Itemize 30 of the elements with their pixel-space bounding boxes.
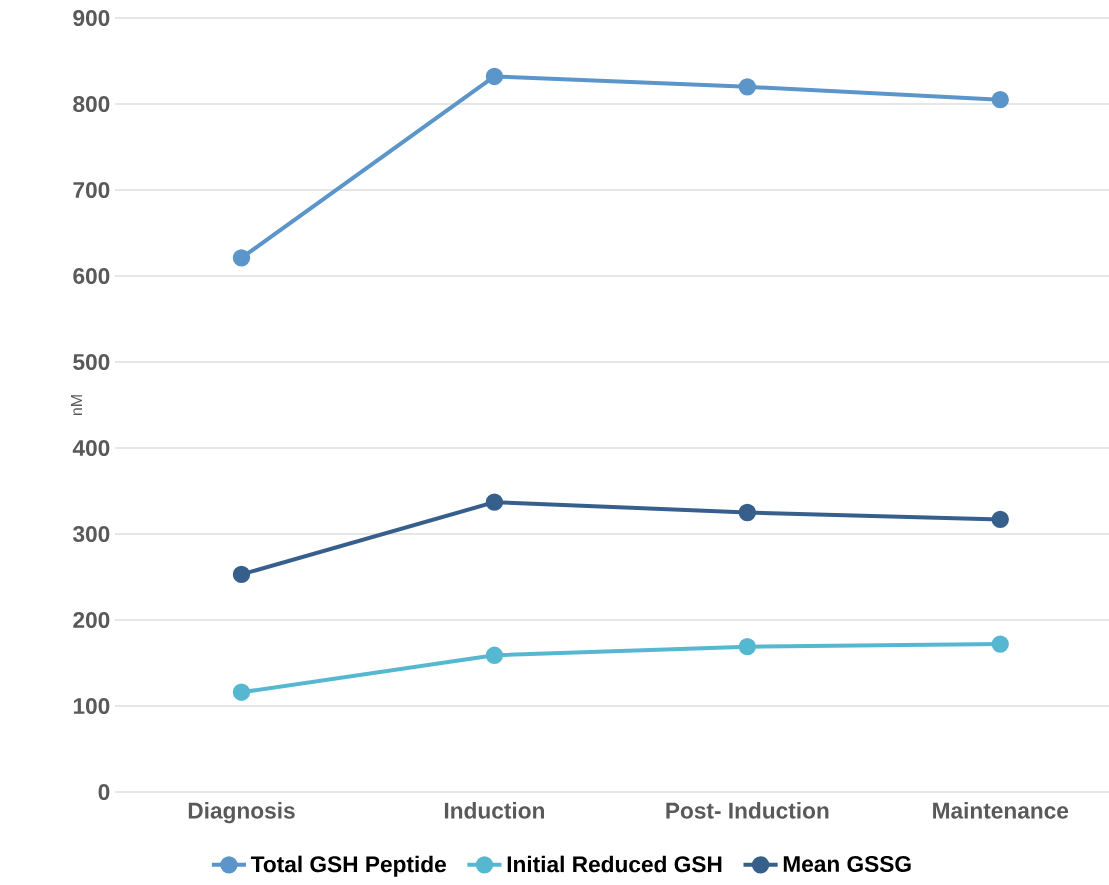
y-tick-label: 300 <box>73 525 110 543</box>
y-tick-label: 900 <box>73 9 110 27</box>
x-tick-label: Induction <box>444 802 544 819</box>
y-tick-label: 100 <box>73 697 110 715</box>
point <box>738 638 756 656</box>
x-tick-label: Post- Induction <box>666 802 829 819</box>
point <box>991 510 1009 529</box>
y-tick-label: 700 <box>73 181 110 199</box>
y-tick-label: 800 <box>73 95 110 113</box>
point <box>232 565 251 584</box>
x-tick-label: Maintenance <box>933 802 1069 819</box>
y-tick-label: 600 <box>73 267 110 285</box>
x-tick-label: Diagnosis <box>188 802 295 824</box>
y-tick-label: 500 <box>73 353 110 371</box>
point <box>485 67 504 86</box>
y-tick-label: 200 <box>73 611 110 629</box>
legend-label: Total GSH Peptide <box>250 855 446 877</box>
point <box>485 646 504 664</box>
legend-label: Mean GSSG <box>783 855 911 872</box>
point <box>991 635 1009 653</box>
y-tick-label: 0 <box>98 783 110 801</box>
point <box>991 91 1009 109</box>
y-axis-title: nM <box>70 395 82 416</box>
legend-label: Initial Reduced GSH <box>507 855 722 873</box>
point <box>232 249 251 267</box>
point <box>738 503 756 522</box>
point <box>232 683 251 701</box>
point <box>738 78 756 96</box>
y-tick-label: 400 <box>72 439 110 457</box>
point <box>485 493 504 511</box>
